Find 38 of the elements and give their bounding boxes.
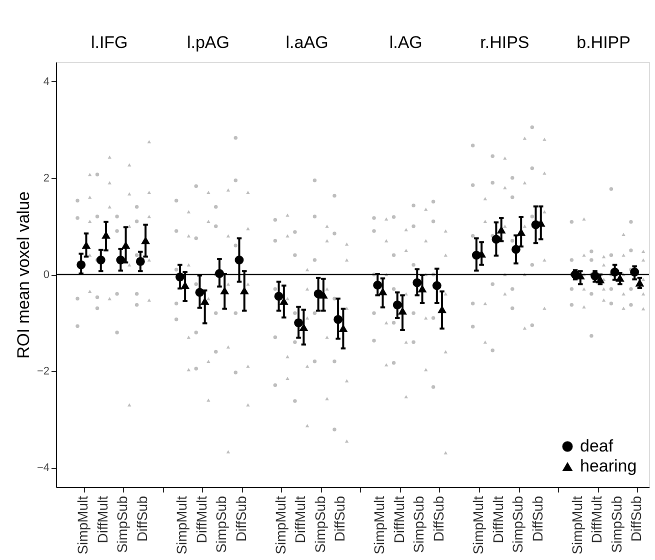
text: l.aAG: [286, 33, 328, 52]
x-tick-label: DiffMult: [193, 496, 210, 544]
x-tick-label: DiffSub: [430, 496, 446, 542]
x-tick-label: DiffMult: [490, 496, 506, 544]
y-tick-label: 0: [43, 269, 50, 281]
x-tick-label: DiffMult: [588, 496, 605, 544]
y-tick-label: −2: [36, 366, 50, 378]
x-tick-label: DiffSub: [628, 496, 644, 542]
x-tick-label: SimpMult: [272, 496, 288, 554]
text: l.IFG: [90, 33, 128, 52]
x-tick-label: SimpSub: [510, 496, 526, 553]
x-tick-label: SimpSub: [312, 496, 328, 553]
text: b.HIPP: [576, 33, 630, 52]
y-tick-label: −4: [36, 462, 50, 474]
legend-label: deaf: [580, 436, 614, 456]
x-tick-label: SimpMult: [371, 496, 388, 554]
x-tick-label: SimpMult: [74, 496, 91, 554]
x-tick-label: SimpMult: [568, 496, 585, 554]
x-tick-label: DiffSub: [134, 496, 150, 542]
x-tick-label: SimpMult: [470, 496, 486, 554]
x-tick-label: DiffMult: [94, 496, 110, 544]
x-tick-label: SimpMult: [174, 496, 190, 554]
text: l.AG: [389, 33, 422, 52]
x-tick-label: SimpSub: [410, 496, 427, 553]
x-tick-label: DiffSub: [529, 496, 546, 542]
x-tick-label: SimpSub: [213, 496, 230, 553]
x-tick-label: SimpSub: [114, 496, 130, 553]
x-tick-label: DiffSub: [332, 496, 348, 542]
y-tick-label: 2: [43, 172, 50, 184]
text: l.pAG: [186, 33, 230, 52]
x-tick-label: DiffMult: [390, 496, 407, 544]
y-axis-title: ROI mean voxel value: [14, 191, 33, 359]
x-tick-label: SimpSub: [608, 496, 624, 553]
x-tick-label: DiffMult: [292, 496, 308, 544]
y-tick-label: 4: [43, 76, 50, 88]
x-tick-label: DiffSub: [232, 496, 249, 542]
legend-label: hearing: [580, 456, 637, 476]
text: r.HIPS: [480, 33, 530, 52]
